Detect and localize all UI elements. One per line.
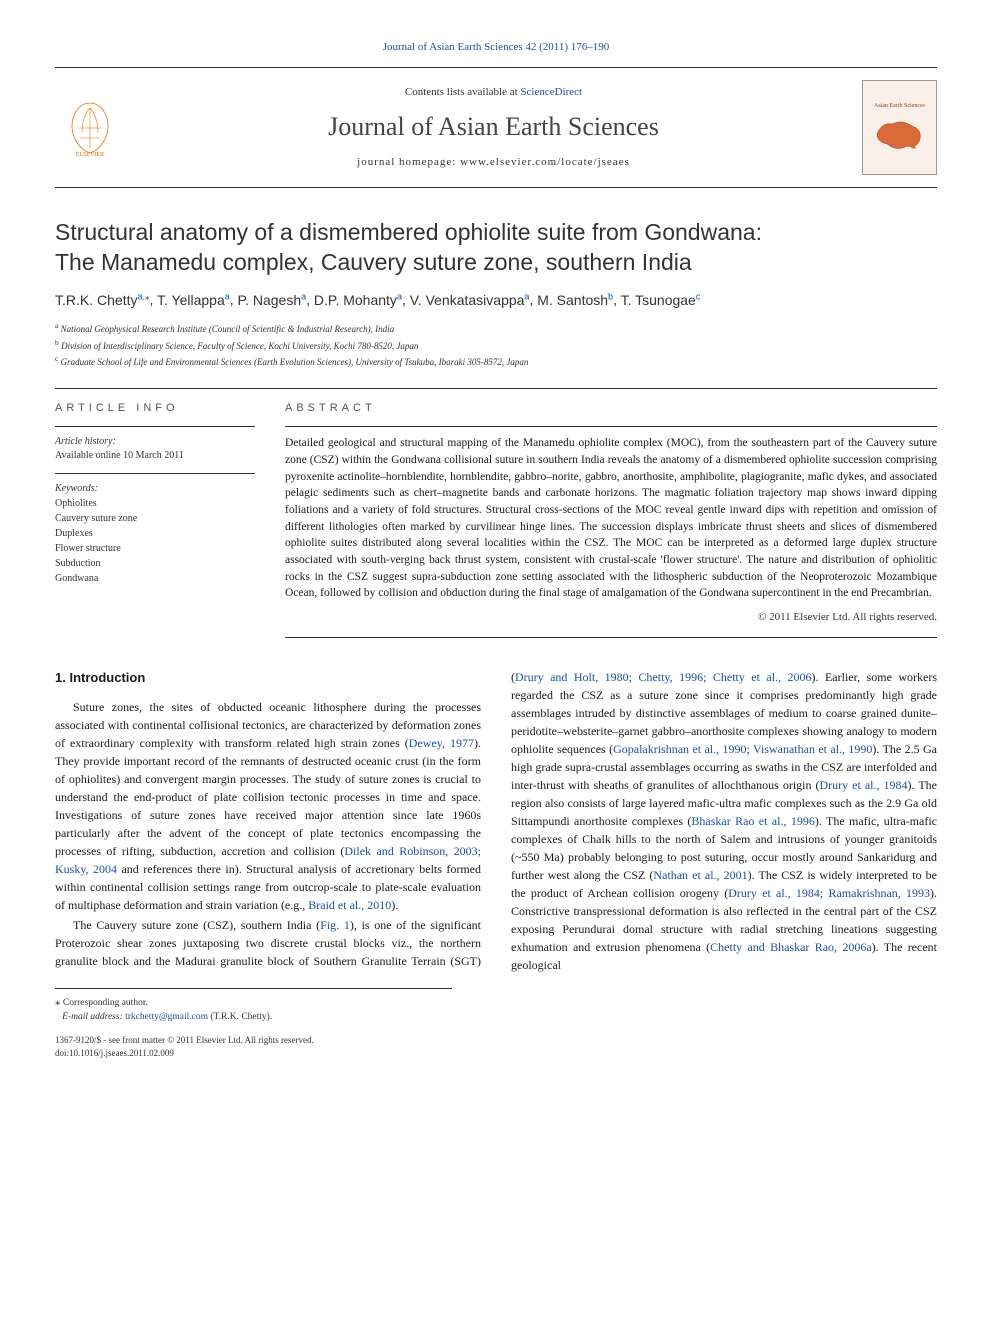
journal-cover-thumbnail: Asian Earth Sciences: [862, 80, 937, 175]
abstract-column: abstract Detailed geological and structu…: [285, 401, 937, 639]
contents-lists-line: Contents lists available at ScienceDirec…: [125, 85, 862, 100]
article-history-text: Available online 10 March 2011: [55, 449, 255, 463]
corresponding-author-footnote: ⁎ Corresponding author. E-mail address: …: [55, 995, 937, 1024]
keyword: Ophiolites: [55, 496, 255, 511]
issn-line: 1367-9120/$ - see front matter © 2011 El…: [55, 1034, 937, 1047]
citation-link[interactable]: Drury et al., 1984; Ramakrishnan, 1993: [728, 886, 930, 900]
journal-header: ELSEVIER Contents lists available at Sci…: [55, 67, 937, 188]
article-info-heading: article info: [55, 401, 255, 416]
author: T.R.K. Chettya,⁎: [55, 292, 149, 308]
citation-link[interactable]: Chetty and Bhaskar Rao, 2006a: [710, 940, 872, 954]
keyword: Duplexes: [55, 526, 255, 541]
email-link[interactable]: trkchetty@gmail.com: [125, 1012, 208, 1022]
keyword: Cauvery suture zone: [55, 511, 255, 526]
affiliations: a National Geophysical Research Institut…: [55, 320, 937, 370]
asia-map-icon: [872, 114, 927, 154]
journal-name-heading: Journal of Asian Earth Sciences: [125, 109, 862, 145]
keyword: Gondwana: [55, 571, 255, 586]
keyword: Subduction: [55, 556, 255, 571]
elsevier-logo: ELSEVIER: [55, 93, 125, 163]
header-center: Contents lists available at ScienceDirec…: [125, 85, 862, 170]
citation-link[interactable]: Braid et al., 2010: [308, 898, 391, 912]
citation-link[interactable]: Dewey, 1977: [409, 736, 474, 750]
author: T. Tsunogaec: [621, 292, 701, 308]
doi-line: doi:10.1016/j.jseaes.2011.02.009: [55, 1047, 937, 1060]
info-abstract-row: article info Article history: Available …: [55, 388, 937, 639]
body-paragraph: Suture zones, the sites of obducted ocea…: [55, 698, 481, 914]
author: M. Santoshb: [537, 292, 613, 308]
journal-homepage-line: journal homepage: www.elsevier.com/locat…: [125, 155, 862, 170]
abstract-heading: abstract: [285, 401, 937, 416]
affiliation: b Division of Interdisciplinary Science,…: [55, 337, 937, 354]
svg-text:ELSEVIER: ELSEVIER: [76, 152, 104, 158]
figure-link[interactable]: Fig. 1: [320, 918, 350, 932]
article-history-label: Article history:: [55, 435, 255, 449]
section-heading: 1. Introduction: [55, 668, 481, 688]
abstract-copyright: © 2011 Elsevier Ltd. All rights reserved…: [285, 610, 937, 625]
article-info-column: article info Article history: Available …: [55, 401, 255, 639]
authors-list: T.R.K. Chettya,⁎, T. Yellappaa, P. Nages…: [55, 290, 937, 310]
journal-name-top: Journal of Asian Earth Sciences: [383, 41, 523, 53]
author: V. Venkatasivappaa: [410, 292, 530, 308]
citation-top: 42 (2011) 176–190: [525, 41, 609, 53]
body-two-column: 1. Introduction Suture zones, the sites …: [55, 668, 937, 974]
citation-link[interactable]: Drury et al., 1984: [820, 778, 908, 792]
keyword: Flower structure: [55, 541, 255, 556]
author: D.P. Mohantya: [314, 292, 402, 308]
keywords-label: Keywords:: [55, 482, 255, 496]
article-title: Structural anatomy of a dismembered ophi…: [55, 218, 937, 278]
citation-link[interactable]: Nathan et al., 2001: [653, 868, 747, 882]
affiliation: c Graduate School of Life and Environmen…: [55, 353, 937, 370]
journal-citation-link[interactable]: Journal of Asian Earth Sciences 42 (2011…: [55, 40, 937, 55]
keywords-list: Ophiolites Cauvery suture zone Duplexes …: [55, 496, 255, 586]
author: T. Yellappaa: [157, 292, 230, 308]
citation-link[interactable]: Gopalakrishnan et al., 1990; Viswanathan…: [613, 742, 872, 756]
citation-link[interactable]: Bhaskar Rao et al., 1996: [691, 814, 814, 828]
footnote-rule: [55, 988, 452, 989]
citation-link[interactable]: Drury and Holt, 1980; Chetty, 1996; Chet…: [515, 670, 812, 684]
cover-title: Asian Earth Sciences: [874, 102, 925, 110]
affiliation: a National Geophysical Research Institut…: [55, 320, 937, 337]
sciencedirect-link[interactable]: ScienceDirect: [520, 86, 582, 98]
bottom-metadata: 1367-9120/$ - see front matter © 2011 El…: [55, 1034, 937, 1059]
abstract-text: Detailed geological and structural mappi…: [285, 435, 937, 602]
author: P. Nagesha: [238, 292, 307, 308]
